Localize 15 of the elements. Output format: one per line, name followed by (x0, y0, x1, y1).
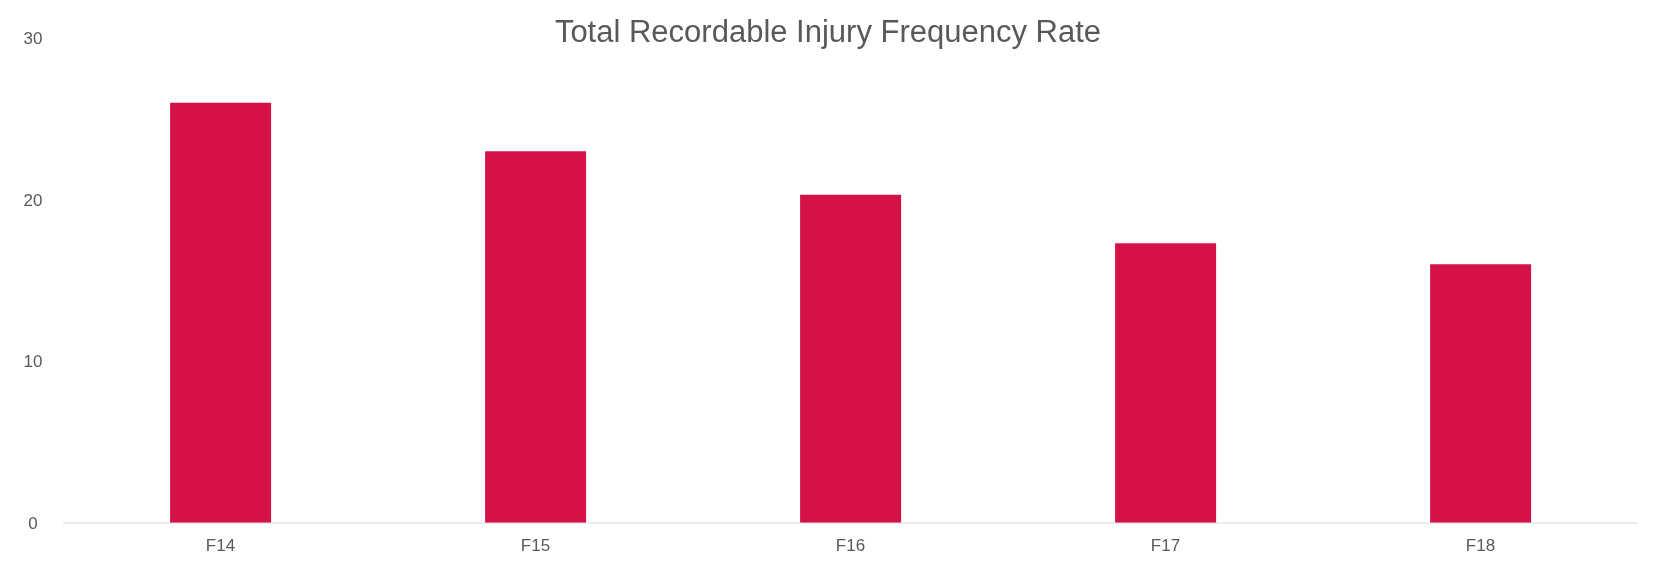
chart-title: Total Recordable Injury Frequency Rate (554, 14, 1102, 49)
y-tick-label: 20 (23, 190, 43, 210)
bar (800, 194, 902, 523)
bar (170, 102, 272, 523)
y-tick-label: 0 (28, 514, 38, 534)
x-tick-label: F14 (205, 536, 236, 556)
bar (485, 151, 587, 523)
bar (1115, 243, 1217, 523)
bar (1430, 264, 1532, 523)
x-tick-label: F17 (1150, 536, 1181, 556)
y-tick-label: 10 (23, 352, 43, 372)
x-tick-label: F15 (520, 536, 551, 556)
x-tick-label: F18 (1465, 536, 1496, 556)
x-tick-label: F16 (835, 536, 866, 556)
y-tick-label: 30 (23, 29, 43, 49)
